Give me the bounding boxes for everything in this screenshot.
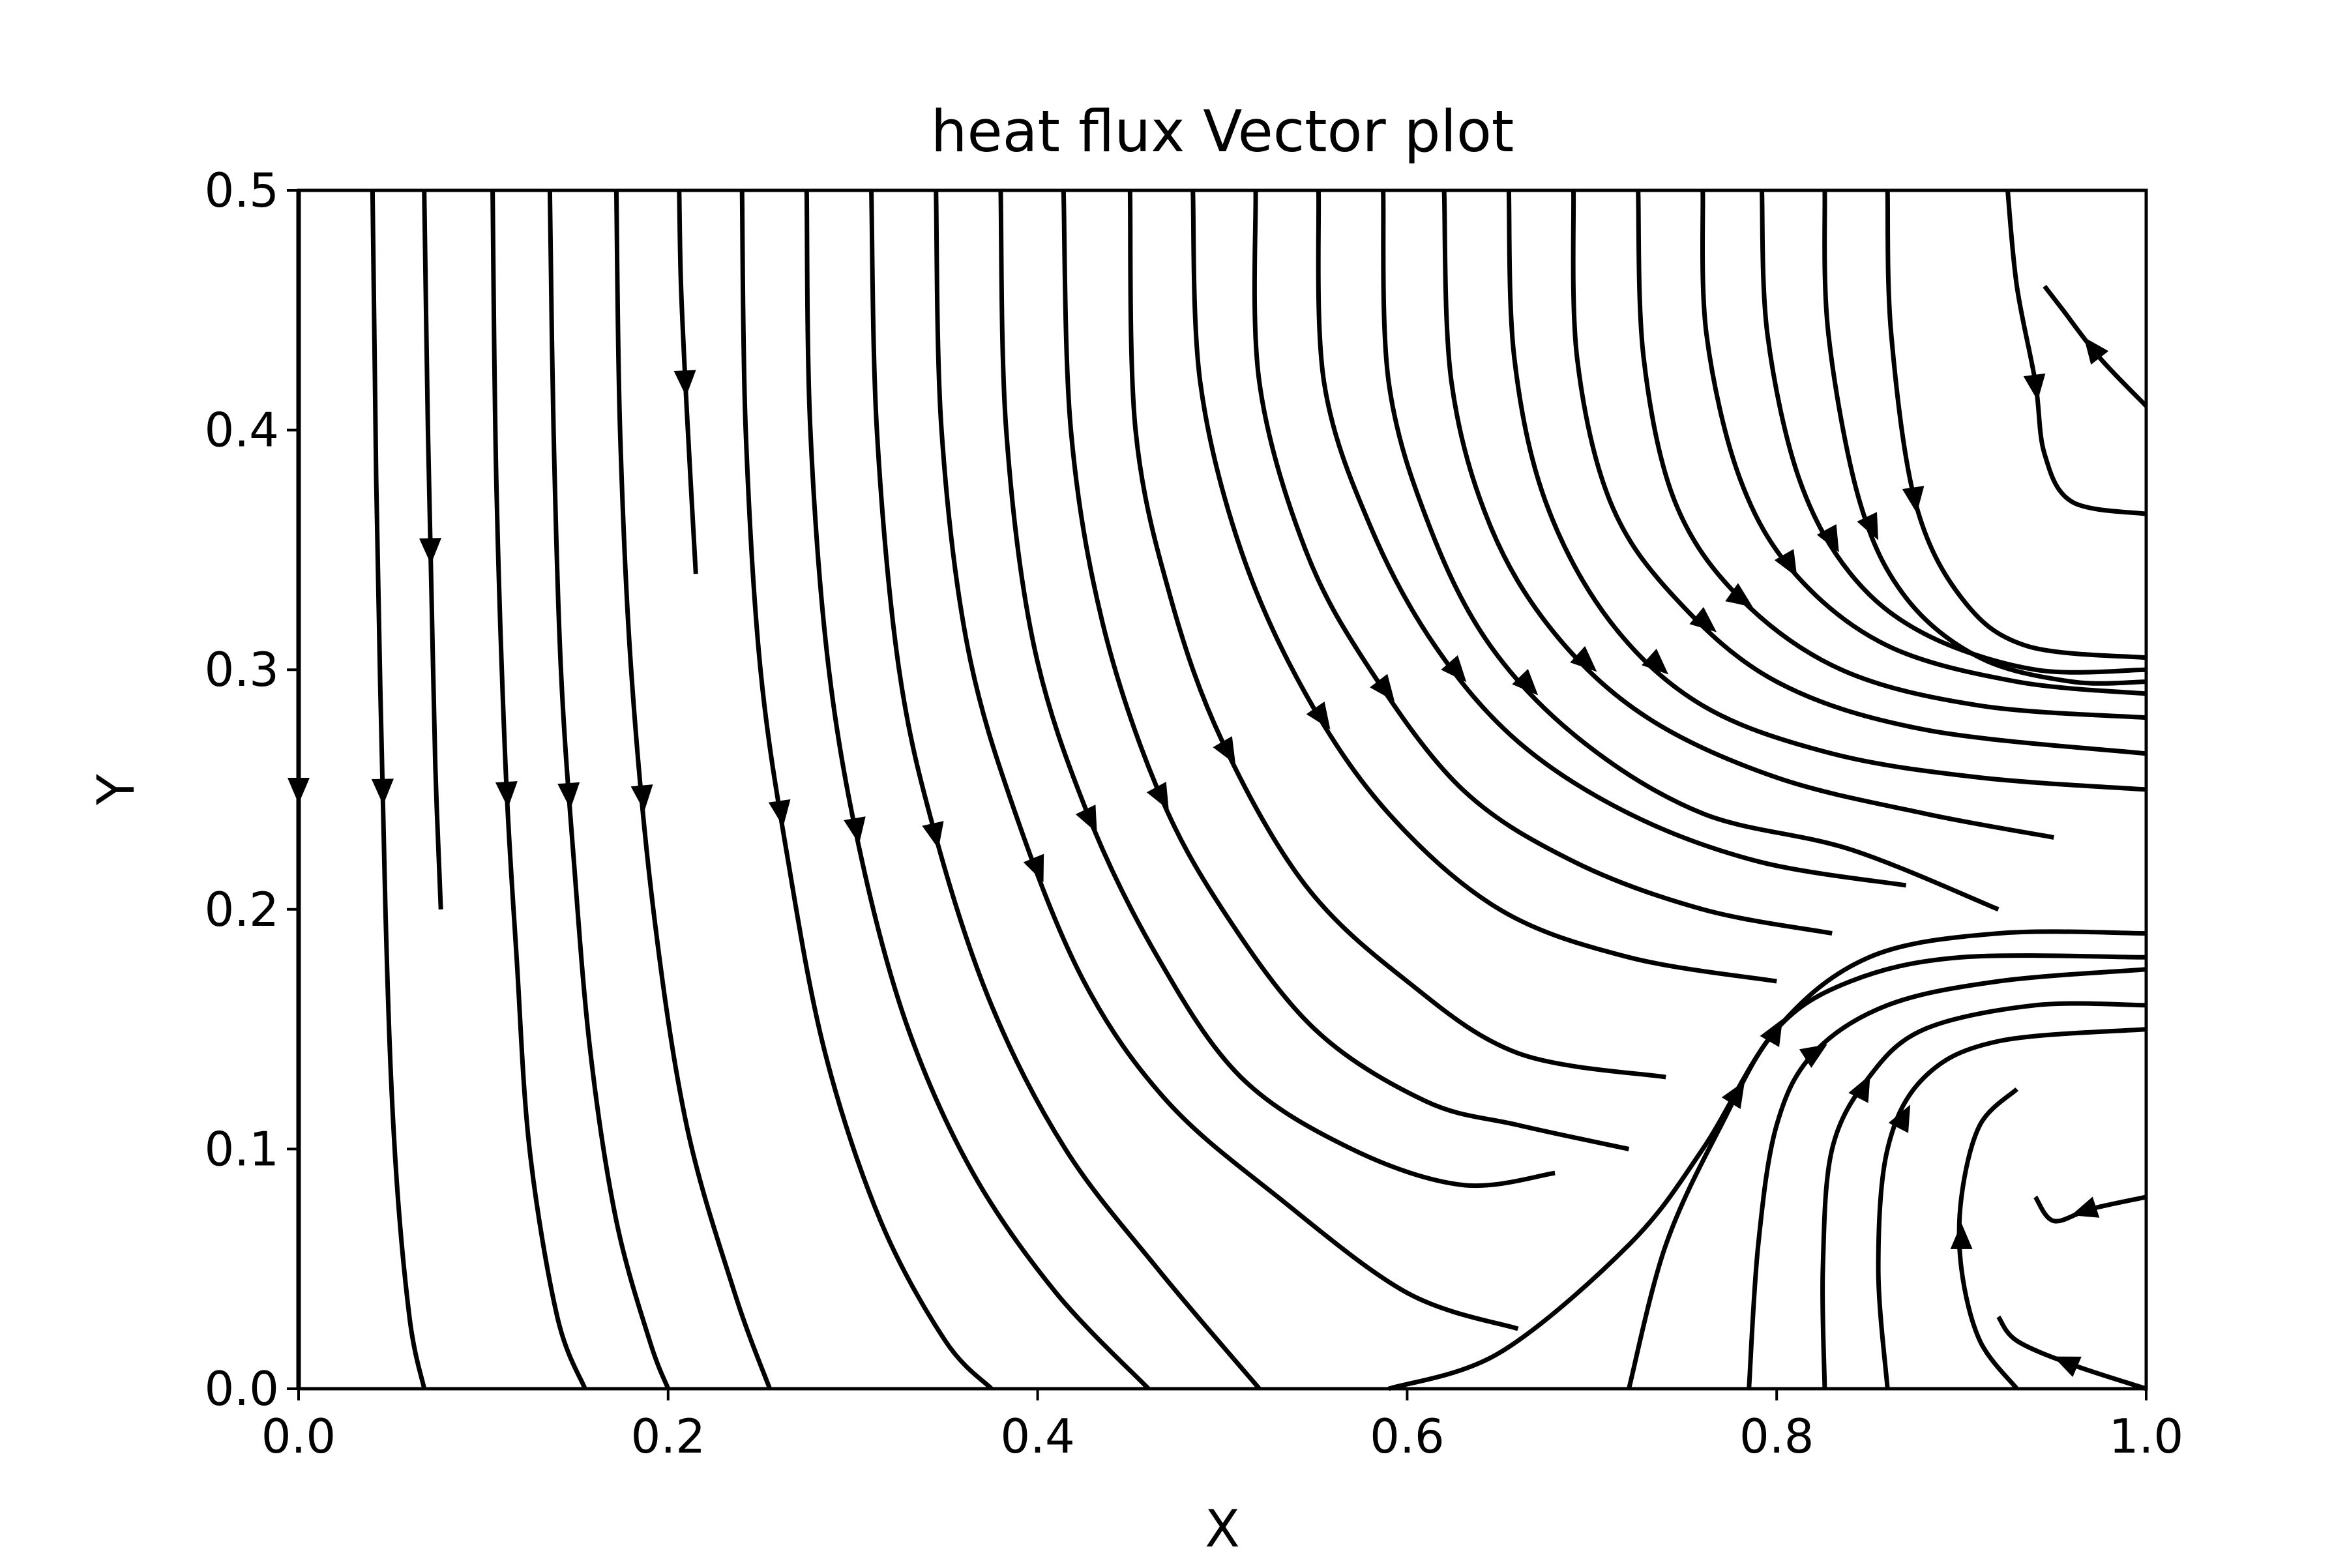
y-tick-label: 0.4 <box>204 403 279 458</box>
streamline-arrowhead <box>1857 512 1879 540</box>
streamline <box>1061 190 1630 1151</box>
streamline-arrowhead <box>673 370 696 397</box>
streamline <box>1571 190 2147 756</box>
y-tick-label: 0.2 <box>204 882 279 937</box>
streamline-arrowhead <box>768 799 791 827</box>
streamline <box>422 190 443 910</box>
streamline-arrowhead <box>1213 736 1236 765</box>
streamline-arrowhead <box>495 781 518 808</box>
streamline <box>1876 1027 2147 1389</box>
y-axis-label: Y <box>87 774 146 806</box>
streamline-arrowhead <box>1075 805 1097 833</box>
streamline <box>1885 190 2147 660</box>
streamline <box>2005 190 2147 516</box>
streamline-arrowhead <box>2084 337 2109 365</box>
streamline <box>869 190 1262 1391</box>
streamline <box>739 190 994 1391</box>
streamline-arrowhead <box>371 778 394 805</box>
y-tick-label: 0.0 <box>204 1361 279 1416</box>
streamline-arrowhead <box>1848 1074 1870 1103</box>
streamline-arrowhead <box>1146 782 1169 810</box>
streamline <box>613 190 772 1390</box>
streamline-arrowhead <box>1570 645 1597 672</box>
chart-title: heat flux Vector plot <box>931 98 1514 165</box>
streamline-arrowhead <box>1306 702 1331 730</box>
streamline-arrowhead <box>2053 1356 2082 1378</box>
streamline-arrowhead <box>844 816 866 844</box>
streamline <box>1316 190 1907 888</box>
streamline-arrowhead <box>1799 1044 1827 1068</box>
streamline-arrowhead <box>1642 649 1669 675</box>
streamline-arrowhead <box>1950 1222 1973 1249</box>
streamline-arrowhead <box>1441 655 1467 683</box>
y-tick-label: 0.3 <box>204 642 279 697</box>
x-tick-label: 0.8 <box>1739 1409 1814 1464</box>
x-ticks: 0.0 0.2 0.4 0.6 0.8 1.0 <box>261 1389 2184 1464</box>
streamline-arrowhead <box>1370 673 1395 702</box>
streamline-arrowhead <box>1774 549 1797 578</box>
y-ticks: 0.0 0.1 0.2 0.3 0.4 0.5 <box>204 163 299 1416</box>
streamline-arrowhead <box>1725 583 1753 608</box>
streamline <box>1760 190 2147 675</box>
plot-frame <box>297 188 2148 1391</box>
x-axis-label: X <box>1205 1500 1239 1559</box>
y-tick-label: 0.5 <box>204 163 279 218</box>
streamline-arrowhead <box>1760 1018 1783 1047</box>
streamline-arrowhead <box>630 784 653 812</box>
streamline-arrowhead <box>419 538 441 565</box>
streamline-arrowhead <box>922 821 944 849</box>
streamline-arrowhead <box>1902 486 1925 514</box>
x-tick-label: 0.4 <box>1000 1409 1075 1464</box>
streamline <box>677 190 698 574</box>
arrowheads-layer <box>288 337 2109 1378</box>
streamline-arrowhead <box>2023 373 2046 401</box>
streamline <box>1996 1315 2148 1391</box>
streamline <box>804 190 1151 1391</box>
x-tick-label: 0.6 <box>1370 1409 1445 1464</box>
x-tick-label: 1.0 <box>2109 1409 2184 1464</box>
streamline-arrowhead <box>1512 668 1539 696</box>
x-tick-label: 0.0 <box>261 1409 336 1464</box>
streamline <box>1822 190 2147 686</box>
streamline-arrowhead <box>1721 1081 1745 1110</box>
streamline <box>547 190 671 1390</box>
streamline <box>998 190 1556 1189</box>
streamline-arrowhead <box>1816 524 1839 553</box>
streamline <box>1441 190 2054 840</box>
y-tick-label: 0.1 <box>204 1121 279 1176</box>
streamline <box>1190 190 1777 984</box>
streamline-arrowhead <box>2071 1196 2100 1218</box>
streamline <box>934 190 1519 1331</box>
streamline <box>490 190 587 1390</box>
streamline <box>370 190 427 1389</box>
streamline-arrowhead <box>1888 1104 1911 1133</box>
streamline-arrowhead <box>1023 853 1044 883</box>
streamline-arrowhead <box>557 782 580 809</box>
streamline <box>1252 190 1833 936</box>
streamline-arrowhead <box>1689 607 1717 632</box>
x-tick-label: 0.2 <box>631 1409 706 1464</box>
streamline <box>1127 190 1666 1080</box>
